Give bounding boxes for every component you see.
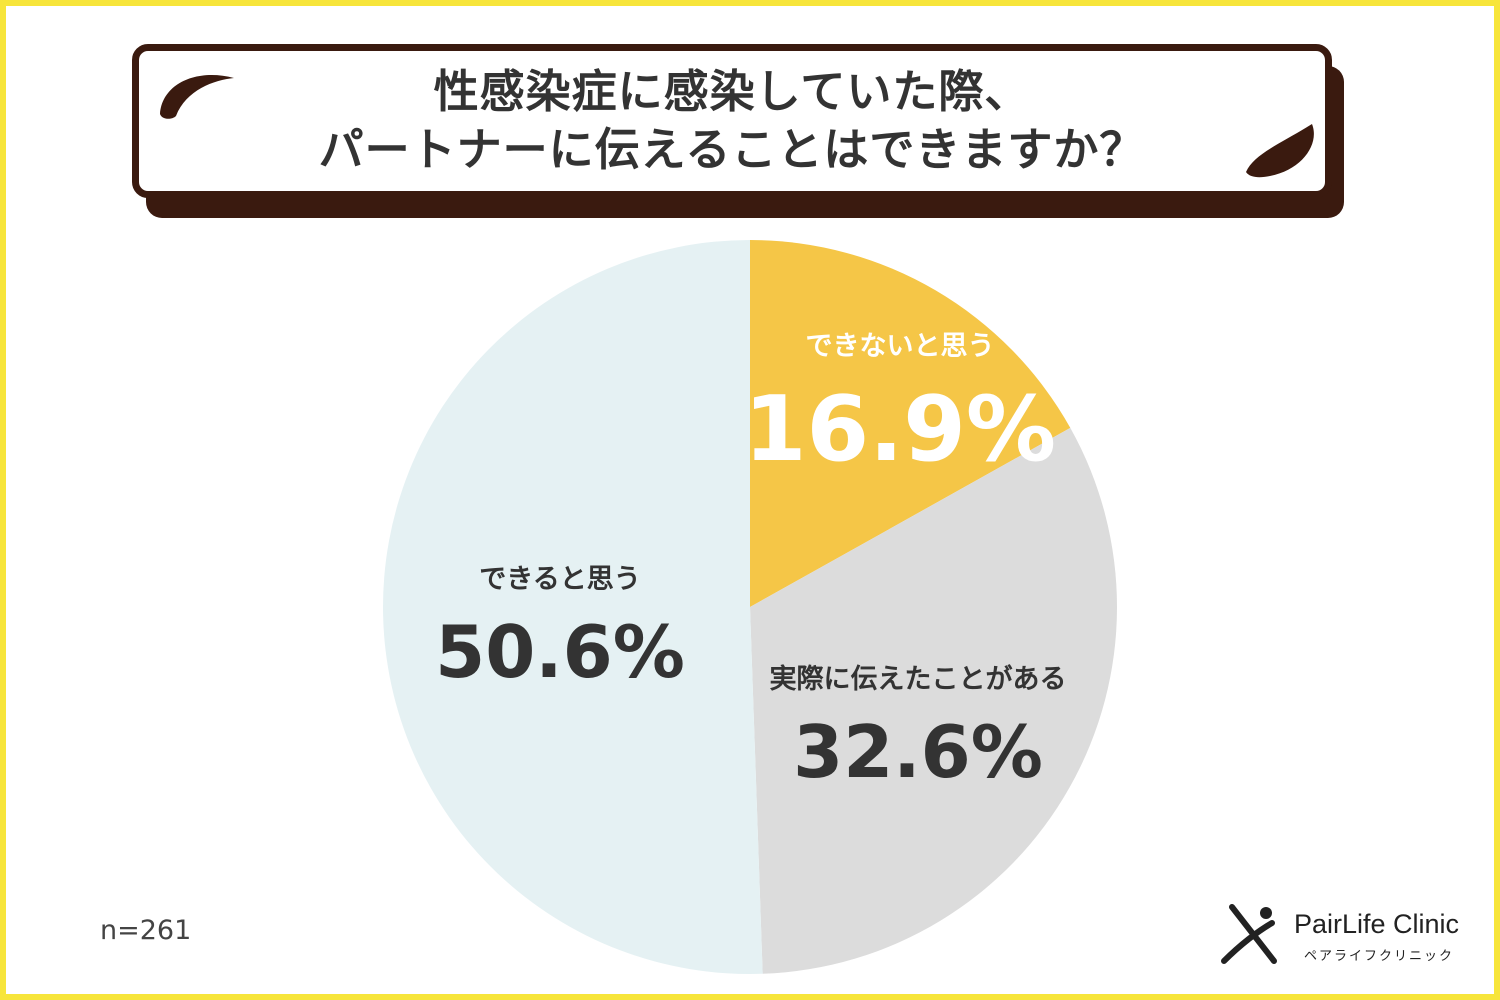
title-line-1: 性感染症に感染していた際、 — [433, 65, 1031, 118]
slice-label-2: できると思う — [479, 564, 640, 595]
slice-value-1: 32.6% — [793, 710, 1043, 794]
sample-size: n=261 — [100, 915, 192, 946]
pie-slice-0 — [750, 240, 1071, 607]
slice-value-2: 50.6% — [435, 610, 685, 694]
pie-slice-2 — [383, 240, 763, 974]
brand-logo: PairLife Clinic ペアライフクリニック — [1218, 903, 1488, 967]
brand-name-kana: ペアライフクリニック — [1304, 949, 1455, 964]
person-x-icon — [1221, 904, 1277, 964]
title-box: 性感染症に感染していた際、 パートナーに伝えることはできますか？ — [132, 44, 1332, 198]
slice-value-0: 16.9% — [744, 377, 1056, 482]
brand-name: PairLife Clinic — [1294, 909, 1460, 939]
slice-label-1: 実際に伝えたことがある — [770, 663, 1067, 695]
leaf-left-icon — [160, 75, 234, 119]
leaf-right-icon — [1246, 124, 1314, 178]
title-line-2: パートナーに伝えることはできますか？ — [318, 123, 1146, 176]
slice-label-0: できないと思う — [806, 331, 995, 362]
pie-slice-1 — [750, 427, 1117, 974]
